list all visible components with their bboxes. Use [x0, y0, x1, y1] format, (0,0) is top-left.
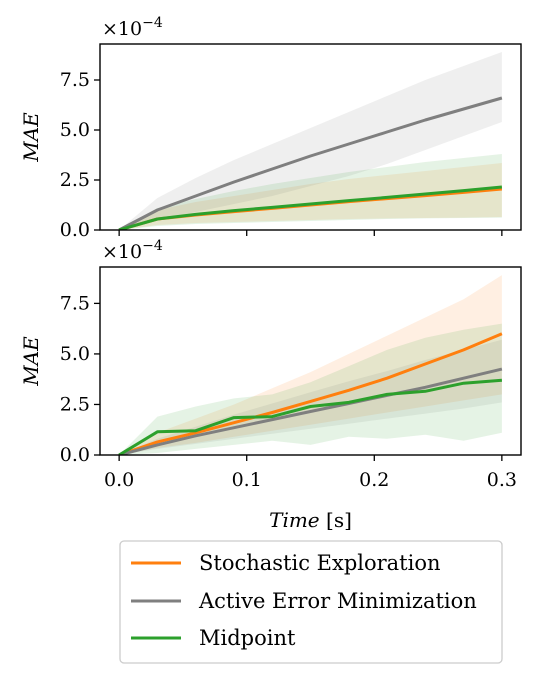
line-stochastic-exploration — [118, 332, 503, 455]
y-tick-label: 5.0 — [60, 343, 90, 365]
legend: Stochastic Exploration Active Error Mini… — [119, 540, 503, 664]
line-active-error-minimization — [118, 96, 503, 230]
legend-label-midpoint: Midpoint — [199, 626, 296, 650]
y-axis-label: MAE — [19, 112, 43, 163]
plot-frame — [99, 266, 522, 456]
y-tick-label: 5.0 — [60, 119, 90, 141]
top-subplot: 0.0 2.5 5.0 7.5 MAE ×10−4 — [19, 15, 522, 241]
y-tick-label: 0.0 — [60, 219, 90, 241]
line-active-error-minimization — [118, 367, 503, 455]
plot-content — [118, 52, 503, 230]
band-midpoint — [119, 323, 502, 455]
y-tick-label: 2.5 — [60, 169, 90, 191]
x-axis-label-quantity: Time — [269, 508, 326, 532]
y-tick-label: 7.5 — [60, 292, 90, 314]
plot-frame — [99, 43, 522, 231]
x-tick-label: 0.1 — [232, 469, 262, 491]
legend-frame — [119, 540, 503, 664]
band-active-error-minimization — [119, 52, 502, 230]
band-active-error-minimization — [119, 339, 502, 455]
y-offset-multiplier: ×10−4 — [102, 15, 163, 40]
y-offset-multiplier: ×10−4 — [102, 238, 163, 263]
y-tick-label: 2.5 — [60, 393, 90, 415]
x-axis-label: Time [s] — [269, 508, 352, 532]
line-midpoint — [118, 185, 503, 230]
plot-content — [118, 275, 503, 455]
legend-label-stochastic-exploration: Stochastic Exploration — [199, 551, 441, 575]
bottom-subplot: 0.0 2.5 5.0 7.5 0.0 0.1 0.2 0.3 MAE ×10−4 Time [s] — [19, 238, 522, 532]
legend-label-active-error-minimization: Active Error Minimization — [198, 589, 477, 613]
x-tick-label: 0.0 — [104, 469, 134, 491]
y-offset-exponent: −4 — [142, 238, 163, 254]
x-tick-label: 0.3 — [487, 469, 517, 491]
x-tick-label: 0.2 — [359, 469, 389, 491]
line-midpoint — [118, 378, 503, 455]
y-tick-label: 0.0 — [60, 444, 90, 466]
y-axis-label: MAE — [19, 336, 43, 387]
y-tick-label: 7.5 — [60, 69, 90, 91]
y-offset-exponent: −4 — [142, 15, 163, 31]
x-axis-label-unit: [s] — [326, 508, 352, 532]
